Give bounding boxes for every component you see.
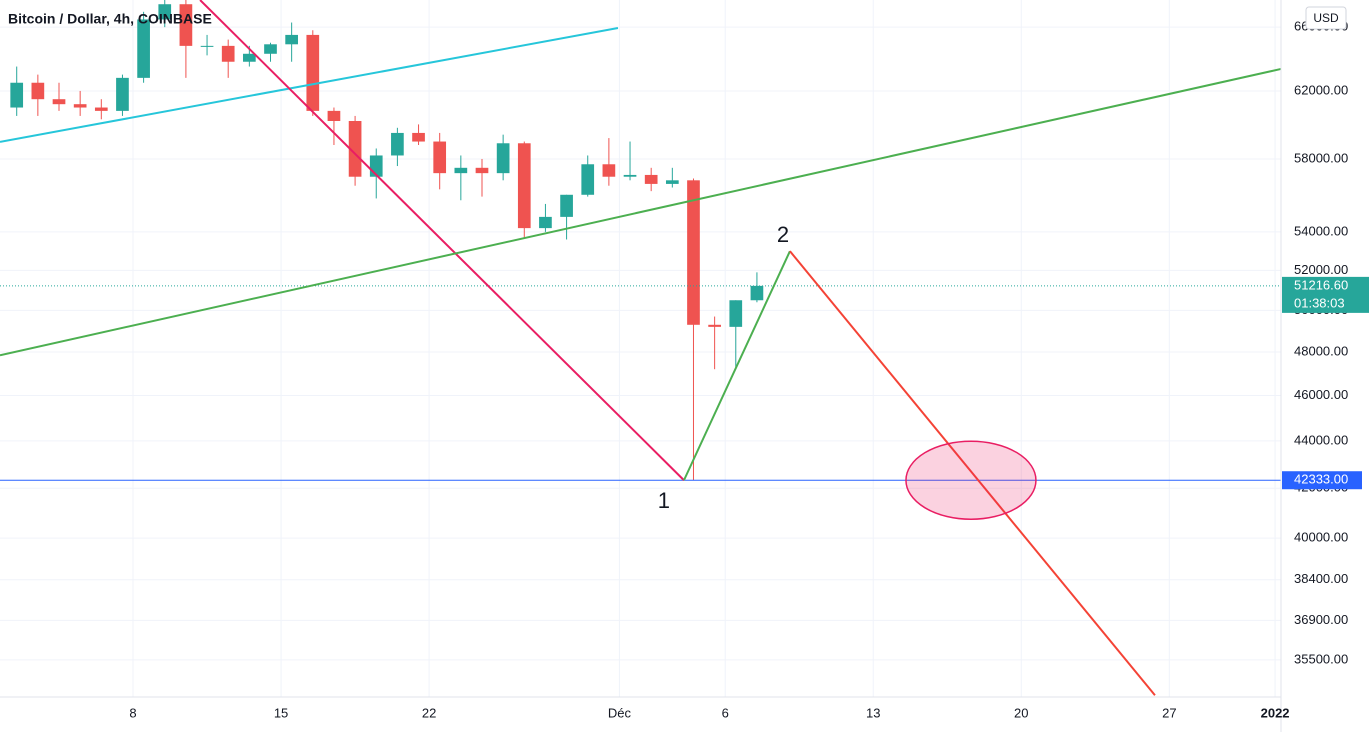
candle-body (623, 174, 637, 177)
candle-body (517, 143, 531, 229)
candle-body (116, 77, 129, 111)
hline-badge (1282, 471, 1362, 490)
currency-button[interactable] (1305, 6, 1347, 30)
candle-body (412, 132, 425, 142)
candle-body (539, 216, 552, 229)
currency-label[interactable]: USD (1313, 11, 1339, 25)
y-tick-label: 58000.00 (1294, 150, 1348, 165)
x-tick-label: 20 (1014, 705, 1028, 720)
candle-body (687, 180, 700, 325)
trendline (0, 27, 619, 143)
overlay: 12 (0, 0, 1282, 696)
annotation: 1 (658, 488, 670, 513)
trendline (199, 0, 685, 481)
y-tick-label: 35500.00 (1294, 651, 1348, 666)
x-tick-label: 6 (722, 705, 729, 720)
y-tick-label: 40000.00 (1294, 530, 1348, 545)
candle-body (31, 82, 45, 100)
x-tick-label: 15 (274, 705, 288, 720)
y-tick-label: 46000.00 (1294, 387, 1348, 402)
countdown-label: 01:38:03 (1294, 295, 1345, 310)
candle-body (158, 4, 172, 20)
trendline (683, 250, 791, 481)
candle-body (179, 4, 193, 46)
trendline (789, 250, 1156, 696)
candle-body (750, 285, 764, 301)
annotation: 2 (777, 222, 789, 247)
candle-body (264, 44, 277, 54)
y-tick-label: 44000.00 (1294, 432, 1348, 447)
last-price-badge (1282, 276, 1369, 313)
candle-body (94, 107, 108, 111)
x-tick-label: 27 (1162, 705, 1176, 720)
x-tick-label: 2022 (1261, 705, 1290, 720)
candle-body (306, 34, 320, 111)
candle-body (200, 45, 214, 47)
candle-body (52, 99, 66, 105)
candle-body (137, 19, 150, 78)
candle-body (391, 132, 404, 156)
candle-body (644, 174, 658, 184)
candle-body (285, 34, 298, 45)
candle-body (602, 164, 616, 177)
chart-title: Bitcoin / Dollar, 4h, COINBASE (8, 11, 212, 27)
x-tick-label: 22 (422, 705, 436, 720)
x-tick-label: 13 (866, 705, 880, 720)
x-tick-label: Déc (608, 705, 632, 720)
x-tick-label: 8 (129, 705, 136, 720)
candle-body (454, 167, 468, 174)
candle-body (10, 82, 24, 108)
y-tick-label: 52000.00 (1294, 262, 1348, 277)
candle-body (348, 120, 362, 177)
candle-body (243, 53, 256, 62)
candle-body (665, 180, 679, 184)
plot (10, 0, 764, 481)
axes: 66000.0062000.0058000.0054000.0052000.00… (129, 19, 1369, 720)
y-tick-label: 62000.00 (1294, 82, 1348, 97)
hline-label: 42333.00 (1294, 472, 1348, 487)
y-tick-label: 36900.00 (1294, 612, 1348, 627)
last-price-label: 51216.60 (1294, 277, 1348, 292)
candle-body (475, 167, 489, 174)
candle-body (433, 141, 447, 174)
candle-body (560, 194, 573, 217)
candle-body (581, 164, 595, 195)
grid (0, 0, 1281, 697)
candle-body (221, 45, 235, 62)
trendline (0, 67, 1282, 357)
ellipse-marker (905, 440, 1037, 520)
y-tick-label: 54000.00 (1294, 223, 1348, 238)
candle-body (327, 110, 341, 121)
candle-body (729, 300, 743, 327)
y-tick-label: 48000.00 (1294, 343, 1348, 358)
candle-body (496, 143, 510, 174)
y-tick-label: 38400.00 (1294, 571, 1348, 586)
candle-body (73, 104, 87, 108)
candle-body (708, 324, 721, 327)
